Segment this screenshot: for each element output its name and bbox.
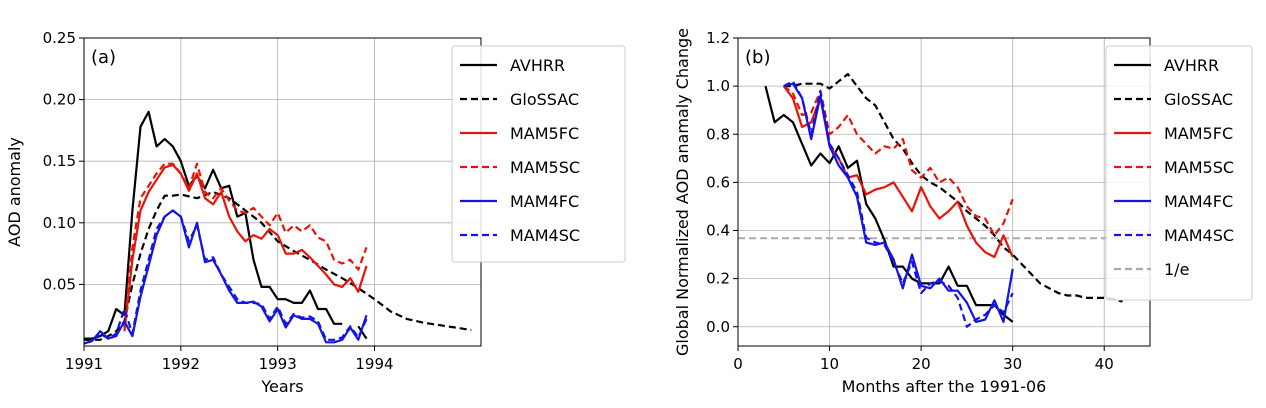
y-tick-label: 1.0 <box>706 77 730 95</box>
legend-entry-label: GloSSAC <box>1164 90 1233 109</box>
series-line-mam5sc <box>123 162 368 328</box>
x-tick-label: 40 <box>1095 355 1114 373</box>
series-line-avhrr <box>84 110 368 340</box>
legend: AVHRR GloSSAC MAM5FC MAM5SC MAM4FC MAM4SC <box>451 45 626 263</box>
x-tick-label: 1991 <box>65 355 103 373</box>
series-line-mam5fc <box>123 163 368 332</box>
legend-entry-label: AVHRR <box>1164 56 1219 75</box>
y-tick-label: 0.20 <box>43 91 76 109</box>
y-tick-label: 0.05 <box>43 275 76 293</box>
y-tick-label: 1.2 <box>706 29 730 47</box>
y-tick-label: 0.10 <box>43 214 76 232</box>
x-tick-label: 0 <box>733 355 743 373</box>
y-tick-label: 0.4 <box>706 222 730 240</box>
x-tick-label: 1992 <box>162 355 200 373</box>
series-line-avhrr <box>764 85 1014 323</box>
x-tick-label: 10 <box>820 355 839 373</box>
y-tick-label: 0.2 <box>706 270 730 288</box>
legend-entry-label: AVHRR <box>510 56 565 75</box>
y-tick-label: 0.8 <box>706 125 730 143</box>
legend-entry-label: 1/e <box>1164 260 1189 279</box>
legend-entry-label: GloSSAC <box>510 90 579 109</box>
series-line-glossac <box>783 73 1123 303</box>
y-axis-label: Global Normalized AOD anamaly Change <box>673 28 692 356</box>
series-line-mam4sc <box>84 209 368 345</box>
legend-box <box>1105 45 1253 301</box>
legend: AVHRR GloSSAC MAM5FC MAM5SC MAM4FC MAM4SC 1/e <box>1105 45 1253 301</box>
y-tick-label: 0.0 <box>706 318 730 336</box>
series-line-mam4sc <box>783 80 1014 328</box>
legend-entry-label: MAM4FC <box>1164 192 1233 211</box>
series-line-mam5sc <box>783 85 1014 237</box>
x-tick-label: 1994 <box>355 355 393 373</box>
legend-entry-label: MAM4SC <box>510 226 580 245</box>
series-line-mam4fc <box>783 82 1014 323</box>
panel-label: (b) <box>745 47 770 68</box>
x-tick-label: 30 <box>1003 355 1022 373</box>
legend-entry-label: MAM5FC <box>1164 124 1233 143</box>
legend-entry-label: MAM5SC <box>510 158 580 177</box>
y-axis-label: AOD anomaly <box>5 137 24 247</box>
legend-entry-label: MAM5FC <box>510 124 579 143</box>
panel-a: 1991 1992 1993 1994 0.05 0.10 0.15 0.20 0.25 Year… <box>5 29 626 396</box>
data-layer <box>738 73 1150 328</box>
y-tick-label: 0.6 <box>706 173 730 191</box>
panel-b: 0 10 20 30 40 0.0 0.2 0.4 0.6 0.8 1.0 1.2 Months aft… <box>673 28 1253 396</box>
y-tick-label: 0.25 <box>43 29 76 47</box>
legend-entry-label: MAM4SC <box>1164 226 1234 245</box>
legend-entry-label: MAM5SC <box>1164 158 1234 177</box>
x-axis-label: Years <box>260 377 303 396</box>
x-tick-label: 20 <box>912 355 931 373</box>
y-tick-label: 0.15 <box>43 152 76 170</box>
panel-label: (a) <box>91 47 116 68</box>
x-axis-label: Months after the 1991-06 <box>842 377 1047 396</box>
x-tick-label: 1993 <box>259 355 297 373</box>
data-layer <box>84 110 472 345</box>
legend-entry-label: MAM4FC <box>510 192 579 211</box>
